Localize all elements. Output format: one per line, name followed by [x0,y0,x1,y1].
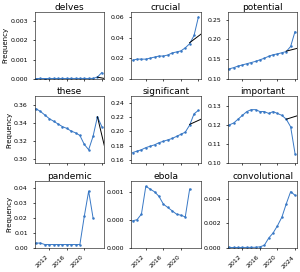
Title: delves: delves [55,3,84,12]
Title: potential: potential [242,3,283,12]
Y-axis label: Frequency: Frequency [7,196,13,232]
Title: crucial: crucial [151,3,181,12]
Y-axis label: Frequency: Frequency [3,27,9,63]
Title: ebola: ebola [154,172,178,181]
Title: important: important [240,87,285,96]
Y-axis label: Frequency: Frequency [7,112,13,148]
Title: significant: significant [142,87,190,96]
Title: convolutional: convolutional [232,172,293,181]
Title: pandemic: pandemic [47,172,92,181]
Title: these: these [57,87,82,96]
